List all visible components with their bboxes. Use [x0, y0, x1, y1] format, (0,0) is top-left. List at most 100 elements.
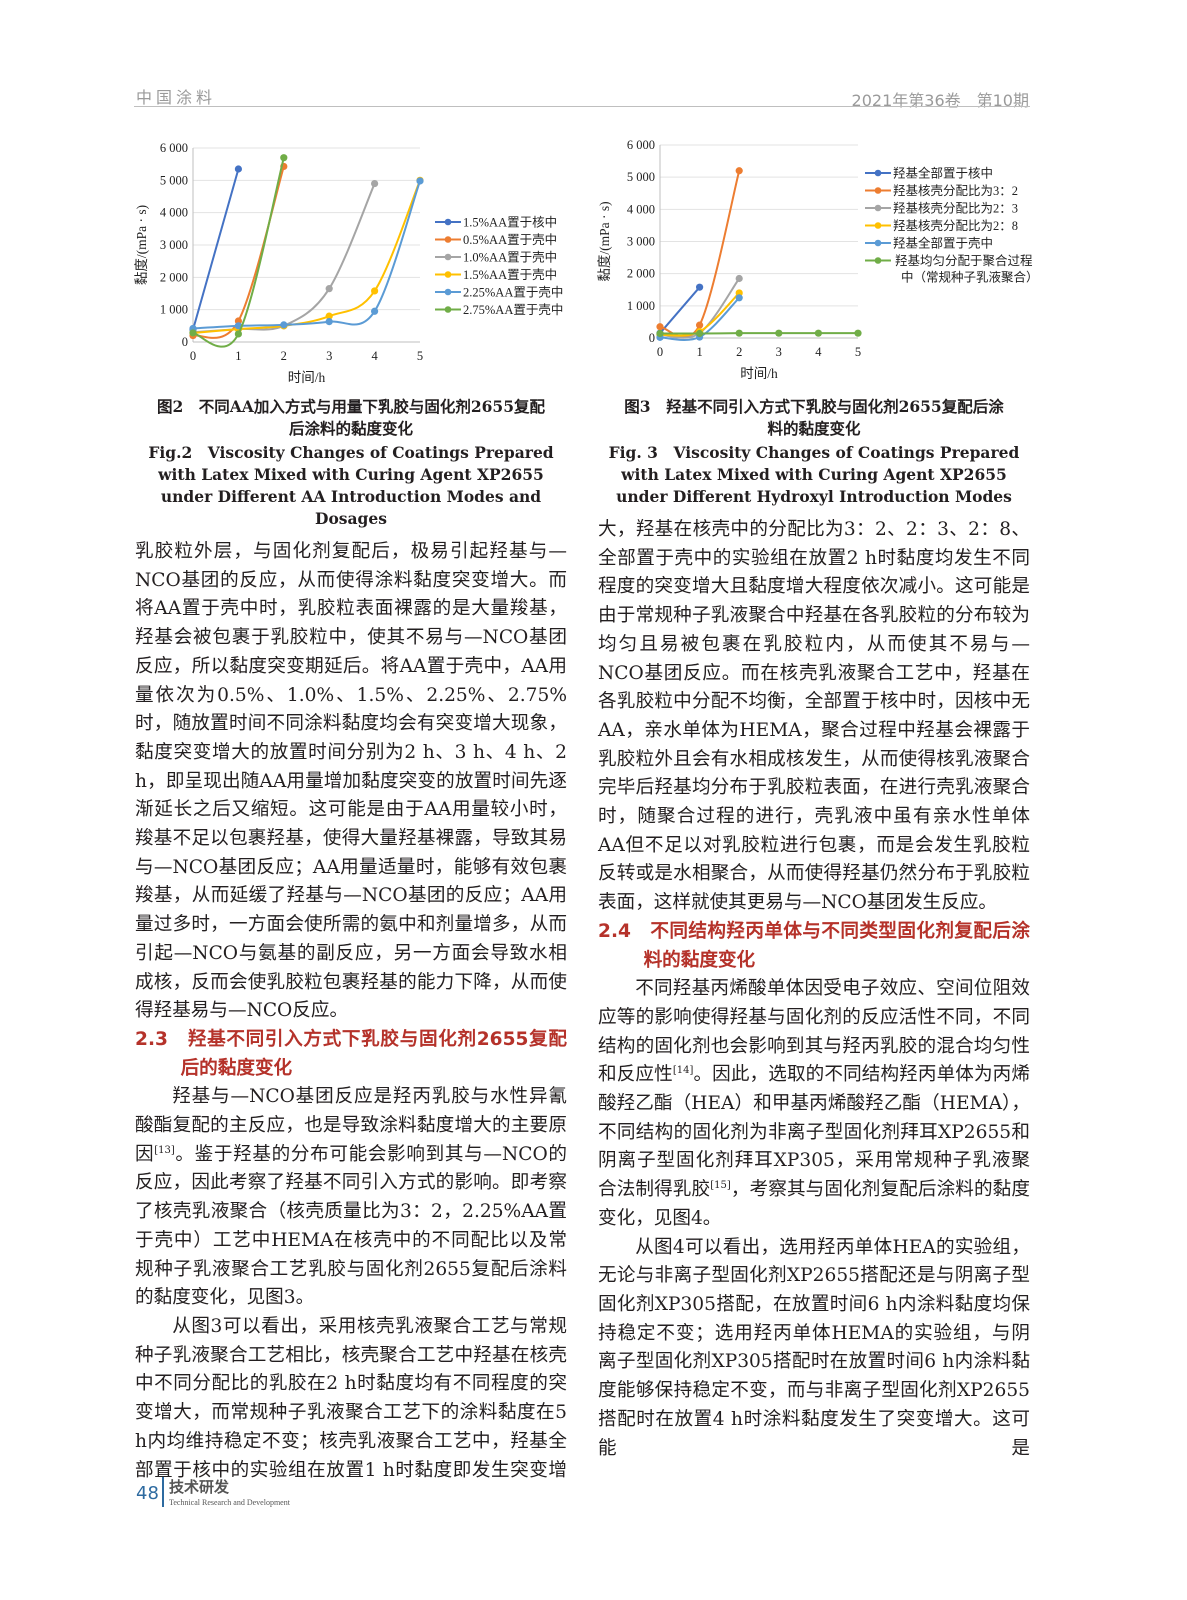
- x-tick-label: 0: [190, 349, 196, 363]
- data-point: [854, 329, 862, 337]
- footer-divider: [162, 1477, 164, 1507]
- legend-label: 中（常规种子乳液聚合）: [901, 270, 1039, 285]
- journal-name: 中国涂料: [136, 88, 217, 107]
- x-tick-label: 1: [696, 345, 702, 359]
- legend-label: 1.5%AA置于核中: [463, 215, 557, 230]
- citation: [13]: [154, 1144, 175, 1156]
- issue-info: 2021年第36卷 第10期: [851, 91, 1029, 110]
- legend-label: 羟基核壳分配比为2：8: [893, 218, 1018, 233]
- figure-2-caption: 图2 不同AA加入方式与用量下乳胶与固化剂2655复配后涂料的黏度变化 Fig.…: [135, 396, 567, 530]
- legend-label: 羟基均匀分配于聚合过程: [895, 253, 1033, 268]
- x-tick-label: 5: [855, 345, 861, 359]
- figure-3-caption-en: Fig. 3 Viscosity Changes of Coatings Pre…: [608, 443, 1020, 506]
- data-point: [325, 312, 333, 320]
- data-point: [735, 274, 743, 283]
- y-tick-label: 5 000: [627, 170, 655, 184]
- left-column: 乳胶粒外层，与固化剂复配后，极易引起羟基与—NCO基团的反应，从而使得涂料黏度突…: [135, 538, 567, 1485]
- x-axis-label: 时间/h: [288, 370, 326, 385]
- data-point: [696, 321, 704, 329]
- legend-marker: [444, 253, 452, 261]
- series-line: [192, 166, 285, 339]
- data-point: [280, 154, 288, 162]
- legend-label: 羟基全部置于壳中: [893, 236, 993, 251]
- y-tick-label: 6 000: [627, 138, 655, 152]
- left-column-wrapper: 图2 不同AA加入方式与用量下乳胶与固化剂2655复配后涂料的黏度变化 Fig.…: [135, 396, 567, 1485]
- y-tick-label: 1 000: [160, 303, 188, 317]
- data-point: [775, 329, 783, 337]
- text: 不同羟基丙烯酸单体因受电子效应、空间位阻效应等的影响使得羟基与固化剂的反应活性不…: [598, 978, 1030, 1086]
- data-point: [656, 329, 664, 338]
- legend-marker: [444, 271, 452, 278]
- x-tick-label: 4: [815, 345, 822, 359]
- figure-3-chart: 0 1 000 2 000 3 000 4 000 5 000 6 000 0 1 2 3 4 5 时间/…: [597, 138, 1039, 381]
- x-tick-label: 0: [657, 345, 663, 359]
- data-point: [656, 323, 664, 331]
- text: ，考察其与固化剂复配后涂料的黏度变化，见图4。: [598, 1179, 1030, 1229]
- data-point: [416, 177, 424, 185]
- legend-marker: [874, 222, 882, 229]
- legend-marker: [444, 218, 452, 226]
- x-tick-label: 3: [326, 349, 332, 363]
- data-point: [371, 179, 379, 188]
- section-heading-2-4: 2.4 不同结构羟丙单体与不同类型固化剂复配后涂料的黏度变化: [598, 920, 1030, 971]
- legend-label: 羟基全部置于核中: [893, 166, 993, 181]
- section-heading-2-3: 2.3 羟基不同引入方式下乳胶与固化剂2655复配后的黏度变化: [135, 1028, 567, 1079]
- legend-marker: [444, 306, 452, 313]
- series-line: [192, 168, 240, 330]
- y-tick-label: 0: [649, 331, 655, 345]
- data-point: [189, 329, 197, 337]
- data-point: [735, 167, 743, 175]
- paragraph: 乳胶粒外层，与固化剂复配后，极易引起羟基与—NCO基团的反应，从而使得涂料黏度突…: [135, 541, 567, 1022]
- y-tick-label: 6 000: [160, 141, 188, 155]
- x-tick-label: 1: [235, 349, 241, 363]
- data-point: [735, 294, 743, 302]
- y-tick-label: 4 000: [160, 206, 188, 220]
- legend-label: 2.25%AA置于壳中: [463, 285, 563, 300]
- paragraph: 从图4可以看出，选用羟丙单体HEA的实验组，无论与非离子型固化剂XP2655搭配…: [598, 1236, 1030, 1459]
- x-tick-label: 4: [371, 349, 378, 363]
- paragraph: 从图3可以看出，采用核壳乳液聚合工艺与常规种子乳液聚合工艺相比，核壳聚合工艺中羟…: [135, 1315, 567, 1481]
- y-tick-label: 1 000: [627, 299, 655, 313]
- data-point: [696, 329, 704, 338]
- data-point: [814, 329, 822, 337]
- y-axis-label: 黏度/(mPa · s): [597, 201, 612, 281]
- citation: [15]: [710, 1179, 731, 1191]
- paragraph: 羟基与—NCO基团反应是羟丙乳胶与水性异氰酸酯复配的主反应，也是导致涂料黏度增大…: [135, 1083, 567, 1313]
- legend-marker: [874, 257, 882, 264]
- legend-label: 1.5%AA置于壳中: [463, 267, 557, 282]
- legend-marker: [874, 169, 882, 177]
- legend-marker: [444, 288, 452, 296]
- header-divider: [134, 106, 1030, 107]
- y-tick-label: 5 000: [160, 173, 188, 187]
- y-tick-label: 2 000: [160, 270, 188, 284]
- data-point: [280, 321, 288, 329]
- section-name-en: Technical Research and Development: [169, 1498, 290, 1507]
- x-tick-label: 5: [417, 349, 423, 363]
- figure-2-caption-cn: 图2 不同AA加入方式与用量下乳胶与固化剂2655复配后涂料的黏度变化: [157, 397, 545, 438]
- paragraph: 大，羟基在核壳中的分配比为3：2、2：3、2：8、全部置于壳中的实验组在放置2 …: [598, 519, 1030, 914]
- paragraph: 不同羟基丙烯酸单体因受电子效应、空间位阻效应等的影响使得羟基与固化剂的反应活性不…: [598, 975, 1030, 1233]
- text: 。鉴于羟基的分布可能会影响到其与—NCO的反应，因此考察了羟基不同引入方式的影响…: [135, 1143, 567, 1309]
- data-point: [371, 287, 379, 295]
- legend-label: 0.5%AA置于壳中: [463, 232, 557, 247]
- data-point: [696, 283, 704, 291]
- legend-marker: [874, 204, 882, 212]
- section-name: 技术研发: [169, 1478, 230, 1496]
- series-line: [192, 180, 421, 330]
- legend-marker: [874, 239, 882, 247]
- legend-marker: [444, 236, 452, 243]
- data-point: [325, 285, 333, 293]
- right-column: 大，羟基在核壳中的分配比为3：2、2：3、2：8、全部置于壳中的实验组在放置2 …: [598, 516, 1030, 1463]
- citation: [14]: [672, 1065, 694, 1077]
- text: 。因此，选取的不同结构羟丙单体为丙烯酸羟乙酯（HEA）和甲基丙烯酸羟乙酯（HEM…: [598, 1064, 1030, 1201]
- y-tick-label: 3 000: [627, 235, 655, 249]
- legend-label: 羟基核壳分配比为2：3: [893, 201, 1018, 216]
- right-column-wrapper: 图3 羟基不同引入方式下乳胶与固化剂2655复配后涂料的黏度变化 Fig. 3 …: [598, 396, 1030, 1463]
- x-axis-label: 时间/h: [740, 366, 778, 381]
- data-point: [735, 329, 743, 337]
- figure-3-caption: 图3 羟基不同引入方式下乳胶与固化剂2655复配后涂料的黏度变化 Fig. 3 …: [598, 396, 1030, 508]
- y-tick-label: 2 000: [627, 267, 655, 281]
- figure-2-chart: 0 1 000 2 000 3 000 4 000 5 000 6 000 0 1 2 3 4 5 时间/…: [134, 141, 563, 385]
- x-tick-label: 2: [281, 349, 287, 363]
- page-number: 48: [136, 1483, 159, 1504]
